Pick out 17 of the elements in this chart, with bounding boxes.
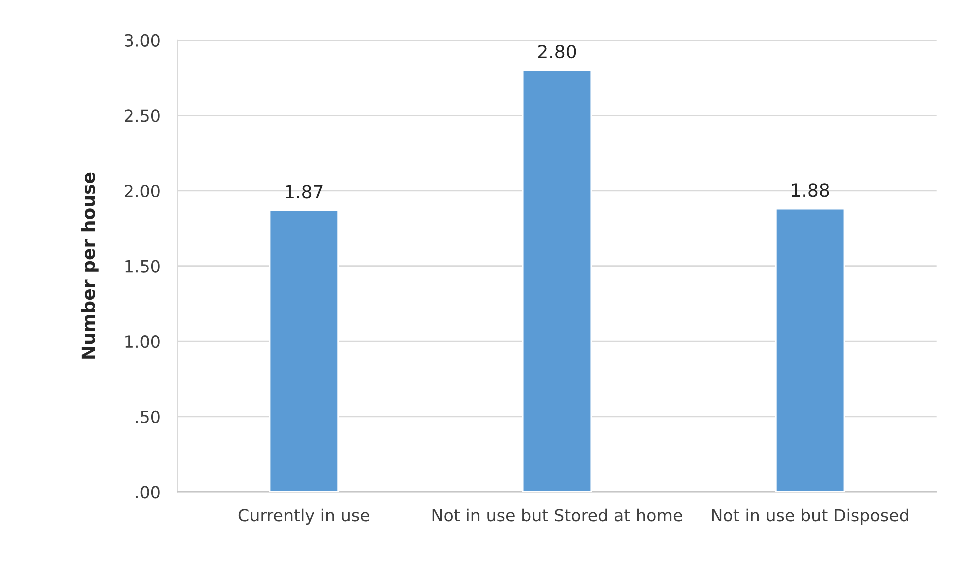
y-axis-title: Number per house [81,172,99,359]
y-tick-label: .00 [136,486,160,499]
y-tick-label: .50 [136,410,160,424]
bar [269,210,340,492]
y-tick-label: 1.00 [126,336,160,348]
data-label: 2.80 [538,45,576,59]
y-tick-label: 3.00 [125,34,160,47]
bar [775,208,846,492]
x-tick-label: Not in use but Disposed [712,508,908,525]
data-label: 1.88 [792,184,830,198]
x-tick-label: Not in use but Stored at home [432,508,682,522]
data-label: 1.87 [286,185,323,199]
bar [522,70,592,492]
y-tick-label: 2.50 [125,110,160,122]
x-tick-label: Currently in use [238,508,370,525]
y-tick-label: 1.50 [126,260,160,273]
y-tick-label: 2.00 [125,184,160,198]
